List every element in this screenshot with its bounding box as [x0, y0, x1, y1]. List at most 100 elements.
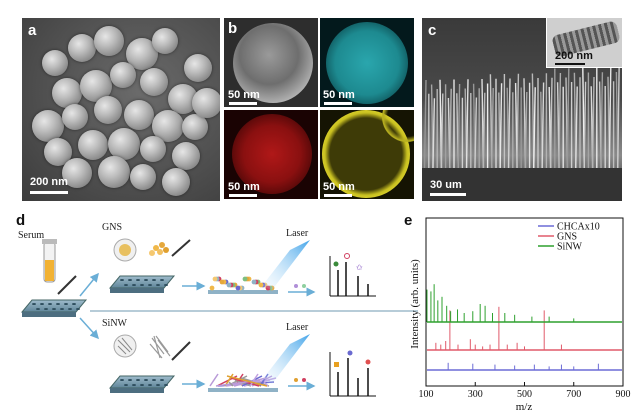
sem-image-a: a 200 nm	[22, 18, 220, 201]
scale-bar	[324, 102, 352, 105]
gns-cluster	[149, 242, 169, 256]
gns-label: GNS	[102, 222, 123, 233]
deposit-particle	[251, 279, 257, 285]
nanowire	[524, 91, 528, 171]
nanowire	[457, 83, 461, 171]
mini-spectrum-bottom	[329, 350, 376, 397]
plate-well	[76, 308, 80, 310]
plate-well	[72, 303, 76, 305]
nanowire	[600, 72, 604, 171]
nanowire	[465, 79, 469, 171]
mini-spectrum-top: ✩	[329, 253, 376, 297]
sem-image-b: b 50 nm	[224, 18, 318, 107]
nanowire	[474, 97, 478, 171]
plate-well	[136, 379, 140, 381]
scale-bar	[324, 194, 352, 197]
nanowire	[440, 93, 444, 171]
plate-well	[132, 384, 136, 386]
nanowire	[541, 82, 545, 171]
plate-well	[156, 284, 160, 286]
plate-well	[128, 279, 132, 281]
nanowire	[583, 81, 587, 171]
nanosphere	[98, 156, 130, 188]
nanowire	[482, 92, 486, 171]
nanowire	[491, 87, 494, 171]
plate-well	[36, 308, 40, 310]
nanosphere	[162, 168, 190, 196]
legend-label: GNS	[557, 232, 577, 243]
svg-text:✩: ✩	[356, 263, 363, 272]
nanowire	[449, 88, 452, 171]
workflow-schematic: d	[14, 212, 422, 408]
nanowire	[432, 98, 436, 171]
plate-well	[64, 303, 68, 305]
scale-bar	[430, 193, 466, 196]
nanowire	[608, 67, 612, 171]
nanosphere	[52, 78, 82, 108]
plate-well	[160, 379, 164, 381]
eds-map-yellow: 50 nm	[320, 110, 414, 199]
nanosphere	[32, 110, 64, 142]
plate-well	[124, 384, 128, 386]
element-map-blob	[326, 22, 408, 104]
scale-label: 200 nm	[30, 176, 68, 188]
x-axis-label: m/z	[516, 401, 533, 413]
deposit-particle	[212, 276, 218, 282]
laser-label-bottom: Laser	[286, 322, 309, 333]
plate-well	[48, 303, 52, 305]
nanowire-deposit	[209, 373, 219, 387]
nanosphere	[94, 26, 124, 56]
plate-well	[140, 384, 144, 386]
sinw-label: SiNW	[102, 318, 127, 329]
plate-well	[148, 384, 152, 386]
plate-well	[144, 379, 148, 381]
x-tick-label: 900	[616, 389, 631, 400]
inset-scale-label: 200 nm	[555, 50, 593, 62]
plate-well	[124, 284, 128, 286]
deposit-particle	[242, 276, 248, 282]
serum-tube	[42, 239, 57, 283]
plate-well	[40, 303, 44, 305]
nanowire	[617, 62, 620, 171]
plate-well	[132, 284, 136, 286]
nanowire-deposit	[249, 373, 259, 387]
legend-label: CHCAx10	[557, 222, 600, 233]
inset-scale-bar	[555, 63, 585, 65]
scale-bar	[30, 191, 68, 194]
nanowire-deposit	[263, 381, 269, 387]
plate-well	[128, 379, 132, 381]
plate-well	[140, 284, 144, 286]
nanosphere	[152, 28, 178, 54]
nanosphere	[184, 54, 212, 82]
scale-bar	[229, 194, 257, 197]
x-tick-label: 500	[517, 389, 532, 400]
plate-well	[160, 279, 164, 281]
plate-well	[152, 379, 156, 381]
deposit-particle	[258, 282, 264, 288]
deposit-particle	[235, 285, 241, 291]
nanowire-deposit	[228, 381, 234, 387]
nanosphere	[68, 34, 96, 62]
nanosphere	[124, 100, 154, 130]
plate-well	[52, 308, 56, 310]
deposit-particle	[209, 285, 215, 291]
nanosphere	[110, 62, 136, 88]
panel-letter-c: c	[428, 22, 437, 39]
nanosphere	[78, 130, 108, 160]
scale-label: 50 nm	[228, 89, 260, 101]
nanowire	[533, 87, 536, 171]
plate-well	[144, 279, 148, 281]
panel-letter-b: b	[228, 20, 238, 37]
plate-well	[60, 308, 64, 310]
nanowire-deposit	[226, 375, 268, 387]
plate-well	[164, 384, 168, 386]
nanowire	[516, 73, 520, 171]
y-axis-label: Intensity (arb. units)	[409, 259, 421, 349]
tem-inset: 200 nm	[546, 18, 622, 68]
plot-frame	[425, 217, 624, 387]
panel-letter-d: d	[16, 212, 26, 229]
scale-label: 50 nm	[323, 89, 355, 101]
eds-map-cyan: 50 nm	[320, 18, 414, 107]
x-tick-label: 100	[419, 389, 434, 400]
